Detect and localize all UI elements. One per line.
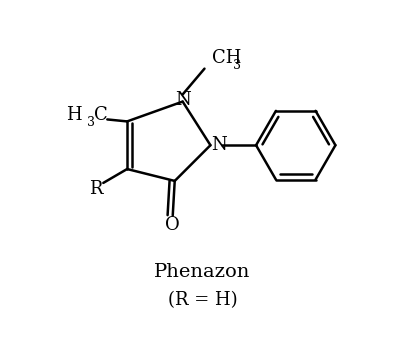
Text: 3: 3 [233, 59, 241, 72]
Text: 3: 3 [87, 116, 96, 129]
Text: CH: CH [212, 49, 242, 67]
Text: C: C [94, 107, 107, 125]
Text: O: O [165, 216, 180, 234]
Text: H: H [66, 107, 81, 125]
Text: Phenazon: Phenazon [154, 263, 251, 281]
Text: (R = H): (R = H) [168, 291, 237, 309]
Text: N: N [175, 91, 190, 109]
Text: N: N [211, 136, 227, 154]
Text: R: R [89, 180, 102, 198]
